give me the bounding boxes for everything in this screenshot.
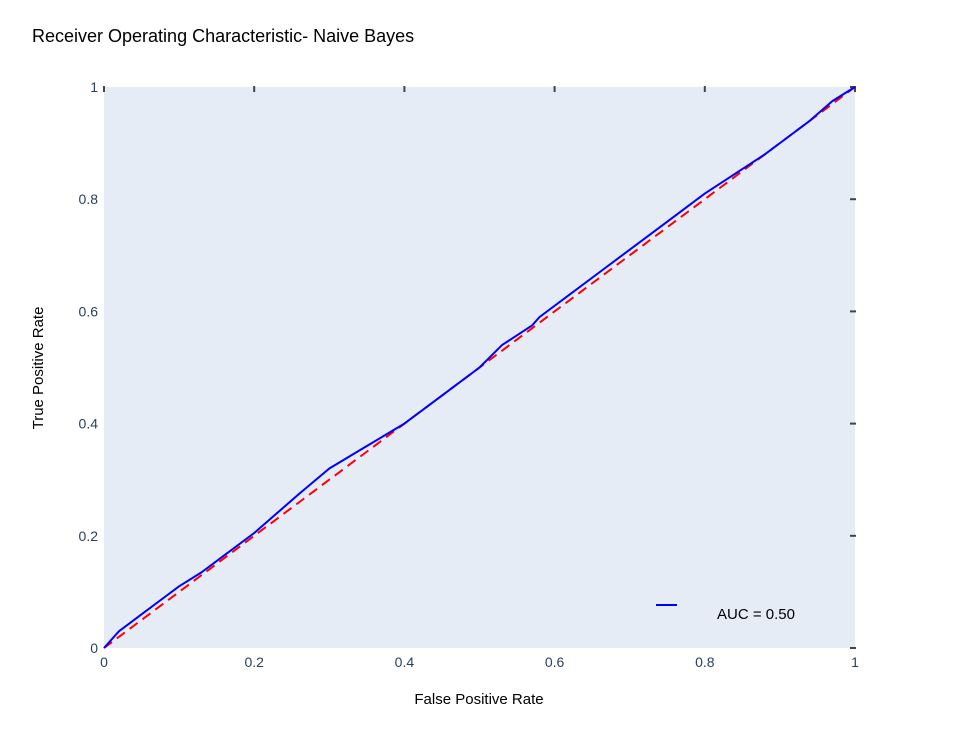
x-tick-labels: 0 0.2 0.4 0.6 0.8 1 [100,654,859,670]
legend-label-auc: AUC = 0.50 [717,606,795,623]
x-axis-title: False Positive Rate [414,691,543,708]
x-tick-label: 0.6 [545,654,565,670]
series-layer [103,86,856,649]
y-tick-labels: 0 0.2 0.4 0.6 0.8 1 [79,79,99,656]
y-tick-label: 0.8 [79,191,99,207]
legend: AUC = 0.50 [656,604,795,623]
y-tick-label: 0.4 [79,416,99,432]
y-tick-label: 1 [90,79,98,95]
roc-curve-line [103,86,856,649]
y-tick-label: 0.2 [79,528,99,544]
y-tick-label: 0 [90,640,98,656]
chart-title: Receiver Operating Characteristic- Naive… [32,26,415,46]
x-tick-label: 0.4 [395,654,415,670]
y-tick-label: 0.6 [79,303,99,319]
x-tick-label: 0.8 [695,654,715,670]
x-tick-label: 0.2 [244,654,264,670]
x-tick-label: 1 [851,654,859,670]
y-axis-title: True Positive Rate [30,307,47,430]
x-tick-label: 0 [100,654,108,670]
